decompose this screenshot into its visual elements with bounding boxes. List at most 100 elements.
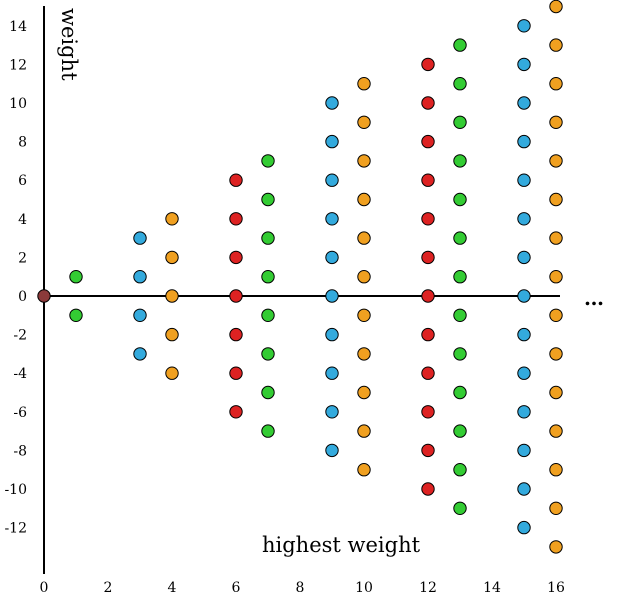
y-axis-title: weight (57, 8, 81, 81)
data-point-red (229, 250, 243, 265)
data-point-red (421, 96, 435, 110)
data-point-red (421, 212, 435, 226)
data-point-green (453, 424, 467, 438)
x-axis-title: highest weight (262, 533, 421, 557)
data-point-red (421, 250, 435, 265)
data-point-red (421, 173, 435, 187)
data-point-orange (549, 540, 563, 554)
data-point-green (261, 154, 275, 168)
data-point-orange (357, 270, 371, 284)
data-point-red (229, 366, 243, 380)
data-point-orange (357, 115, 371, 130)
data-point-orange (549, 463, 563, 477)
data-point-red (421, 57, 435, 72)
y-tick-label: 12 (9, 57, 27, 73)
data-point-orange (165, 366, 179, 380)
data-point-orange (357, 231, 371, 245)
data-point-green (261, 270, 275, 284)
data-point-green (453, 154, 467, 168)
data-point-blue (517, 19, 531, 33)
data-point-blue (517, 57, 531, 72)
data-point-blue (325, 327, 339, 342)
data-point-blue (517, 250, 531, 265)
data-point-blue (133, 270, 147, 284)
data-point-green (69, 308, 83, 322)
data-point-blue (133, 308, 147, 322)
data-point-blue (517, 96, 531, 110)
data-point-orange (549, 77, 563, 91)
data-point-orange (357, 385, 371, 400)
x-tick-labels: 0 2 4 6 8 10 12 14 16 (40, 580, 565, 596)
data-point-blue (517, 327, 531, 342)
data-point-orange (357, 463, 371, 477)
data-point-orange (165, 212, 179, 226)
x-tick-label: 12 (419, 580, 437, 596)
data-point-green (453, 77, 467, 91)
data-point-green (453, 501, 467, 515)
data-point-orange (357, 77, 371, 91)
data-point-blue (325, 96, 339, 110)
data-point-blue (325, 212, 339, 226)
data-point-orange (357, 308, 371, 322)
data-point-green (261, 231, 275, 245)
data-point-orange (549, 308, 563, 322)
y-tick-label: -2 (13, 328, 27, 344)
y-tick-labels: 14 12 10 8 6 4 2 0 -2 -4 -6 -8 -10 -12 (4, 19, 27, 537)
data-point-green (69, 270, 83, 284)
x-tick-label: 0 (40, 580, 49, 596)
data-point-blue (133, 347, 147, 361)
data-point-blue (325, 173, 339, 187)
y-tick-label: -12 (4, 521, 27, 537)
data-point-blue (517, 212, 531, 226)
data-points (37, 0, 563, 554)
data-point-blue (517, 173, 531, 187)
data-point-blue (517, 443, 531, 458)
data-point-brown (37, 289, 51, 303)
y-tick-label: 10 (9, 96, 27, 112)
data-point-blue (325, 134, 339, 149)
x-tick-label: 14 (483, 580, 501, 596)
data-point-orange (165, 250, 179, 265)
data-point-red (421, 327, 435, 342)
y-tick-label: 2 (18, 250, 27, 266)
data-point-red (421, 482, 435, 496)
data-point-blue (517, 520, 531, 535)
data-point-orange (549, 115, 563, 130)
data-point-orange (165, 327, 179, 342)
data-point-red (229, 212, 243, 226)
data-point-blue (325, 289, 339, 303)
data-point-blue (517, 405, 531, 419)
data-point-red (229, 405, 243, 419)
data-point-orange (549, 154, 563, 168)
axes (43, 6, 560, 574)
x-tick-label: 6 (232, 580, 241, 596)
y-tick-label: 6 (18, 173, 27, 189)
data-point-blue (325, 443, 339, 458)
data-point-green (261, 347, 275, 361)
data-point-orange (549, 0, 563, 14)
continuation-ellipsis: … (584, 286, 604, 310)
data-point-red (421, 289, 435, 303)
data-point-green (453, 231, 467, 245)
data-point-green (453, 192, 467, 207)
data-point-orange (549, 347, 563, 361)
data-point-blue (325, 366, 339, 380)
data-point-green (453, 463, 467, 477)
data-point-orange (549, 38, 563, 52)
y-tick-label: 14 (9, 19, 27, 35)
data-point-green (453, 115, 467, 130)
x-tick-label: 4 (168, 580, 177, 596)
x-tick-label: 2 (104, 580, 113, 596)
data-point-green (453, 308, 467, 322)
data-point-blue (133, 231, 147, 245)
data-point-red (421, 366, 435, 380)
data-point-green (453, 38, 467, 52)
data-point-orange (357, 424, 371, 438)
data-point-orange (165, 289, 179, 303)
y-tick-label: 0 (18, 289, 27, 305)
x-tick-label: 8 (296, 580, 305, 596)
y-tick-label: 4 (18, 212, 27, 228)
y-tick-label: -10 (4, 482, 27, 498)
data-point-green (261, 385, 275, 400)
data-point-orange (549, 424, 563, 438)
